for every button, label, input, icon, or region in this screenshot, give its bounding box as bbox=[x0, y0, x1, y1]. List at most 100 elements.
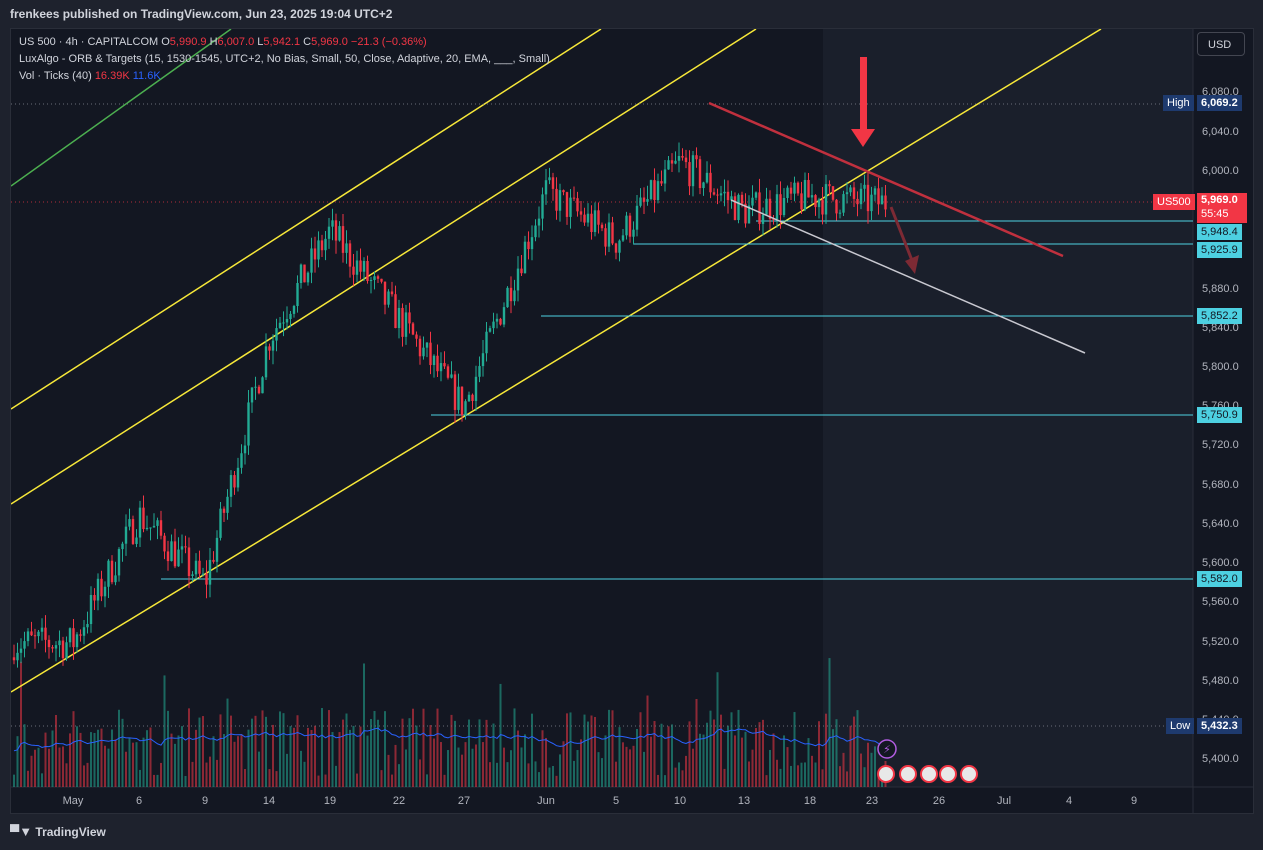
high-label-tag: High bbox=[1163, 95, 1194, 111]
candle-body bbox=[166, 551, 170, 562]
volume-bar bbox=[289, 726, 292, 787]
candle-body bbox=[838, 212, 842, 214]
candle-body bbox=[23, 641, 26, 649]
candle-body bbox=[275, 328, 278, 341]
candle-body bbox=[464, 401, 467, 416]
volume-bar bbox=[496, 762, 498, 787]
volume-bar bbox=[727, 725, 729, 787]
volume-bar bbox=[622, 742, 624, 787]
currency-button[interactable]: USD bbox=[1197, 32, 1245, 56]
flash-icon bbox=[877, 739, 897, 759]
volume-bar bbox=[44, 732, 47, 787]
volume-bar bbox=[345, 713, 348, 787]
time-tick-label: 19 bbox=[323, 795, 337, 807]
volume-bar bbox=[79, 732, 82, 787]
volume-bar bbox=[664, 775, 666, 787]
volume-bar bbox=[538, 772, 540, 787]
volume-bar bbox=[615, 761, 617, 787]
candle-body bbox=[555, 188, 558, 211]
candle-body bbox=[317, 240, 320, 260]
volume-bar bbox=[650, 736, 652, 787]
volume-bar bbox=[730, 712, 733, 787]
volume-bar bbox=[135, 742, 138, 787]
candle-body bbox=[117, 549, 121, 576]
price-tick-label: 5,520.0 bbox=[1202, 635, 1239, 648]
volume-bar bbox=[121, 718, 124, 787]
candle-body bbox=[579, 211, 583, 215]
volume-bar bbox=[408, 718, 411, 787]
price-chart[interactable]: ⚡ bbox=[11, 29, 1254, 814]
chart-frame[interactable]: ⚡ US 500 · 4h · CAPITALCOM O5,990.9 H6,0… bbox=[10, 28, 1254, 814]
candle-body bbox=[215, 537, 219, 562]
volume-bar bbox=[83, 765, 85, 787]
volume-bar bbox=[149, 727, 152, 787]
volume-bar bbox=[751, 749, 754, 787]
volume-bar bbox=[583, 714, 586, 787]
time-tick-label: 5 bbox=[612, 795, 620, 807]
candle-body bbox=[488, 328, 492, 332]
volume-bar bbox=[41, 773, 43, 787]
candle-body bbox=[716, 194, 719, 196]
price-tick-label: 5,480.0 bbox=[1202, 674, 1239, 687]
volume-bar bbox=[758, 722, 761, 787]
volume-bar bbox=[755, 728, 757, 787]
candle-body bbox=[331, 220, 334, 227]
candle-body bbox=[803, 179, 807, 210]
volume-bar bbox=[797, 765, 799, 787]
candle-body bbox=[747, 205, 751, 224]
volume-bar bbox=[265, 716, 267, 787]
volume-bar bbox=[569, 712, 572, 787]
volume-bar bbox=[426, 774, 428, 787]
candle-body bbox=[411, 323, 415, 335]
candle-body bbox=[282, 322, 285, 324]
price-tick-label: 5,840.0 bbox=[1202, 321, 1239, 334]
volume-bar bbox=[513, 708, 516, 787]
volume-bar bbox=[863, 767, 866, 787]
volume-bar bbox=[629, 749, 631, 787]
volume-bar bbox=[132, 742, 134, 787]
volume-bar bbox=[702, 734, 705, 787]
volume-bar bbox=[688, 721, 691, 787]
volume-bar bbox=[240, 734, 243, 787]
volume-bar bbox=[293, 727, 295, 787]
volume-bar bbox=[391, 774, 393, 787]
volume-bar bbox=[520, 747, 523, 787]
high-value-tag: 6,069.2 bbox=[1197, 95, 1242, 111]
volume-bar bbox=[429, 725, 432, 787]
candle-body bbox=[516, 268, 520, 291]
candle-body bbox=[509, 287, 513, 302]
event-icons: ⚡ bbox=[877, 739, 978, 783]
volume-bar bbox=[422, 708, 425, 787]
volume-bar bbox=[678, 762, 680, 787]
bar-countdown: 55:45 bbox=[1201, 208, 1229, 220]
volume-bar bbox=[184, 776, 187, 787]
volume-bar bbox=[13, 774, 15, 787]
candle-body bbox=[702, 182, 705, 189]
volume-bar bbox=[723, 768, 726, 787]
tradingview-logo[interactable]: ▀▼ TradingView bbox=[10, 824, 106, 839]
volume-bar bbox=[772, 733, 775, 787]
us-flag-icon bbox=[939, 765, 957, 783]
candle-body bbox=[187, 547, 191, 577]
level-tag-5926: 5,925.9 bbox=[1197, 242, 1242, 258]
volume-bar bbox=[510, 750, 512, 787]
volume-bar bbox=[100, 728, 103, 787]
candle-body bbox=[446, 366, 450, 378]
candles bbox=[12, 142, 887, 668]
tv-logo-icon: ▀▼ bbox=[10, 824, 33, 839]
close-value: 5,969.0 bbox=[311, 36, 348, 48]
volume-bar bbox=[16, 736, 19, 787]
volume-bar bbox=[741, 737, 743, 787]
candle-body bbox=[268, 346, 271, 351]
volume-bar bbox=[461, 754, 463, 787]
candle-body bbox=[180, 546, 184, 550]
candle-body bbox=[506, 287, 509, 308]
volume-bar bbox=[531, 713, 533, 787]
volume-bar bbox=[625, 746, 628, 787]
candle-body bbox=[492, 321, 495, 329]
volume-bar bbox=[146, 730, 148, 787]
candle-body bbox=[670, 160, 674, 164]
candle-body bbox=[65, 642, 68, 659]
volume-bar bbox=[62, 746, 64, 787]
candle-body bbox=[226, 496, 229, 513]
